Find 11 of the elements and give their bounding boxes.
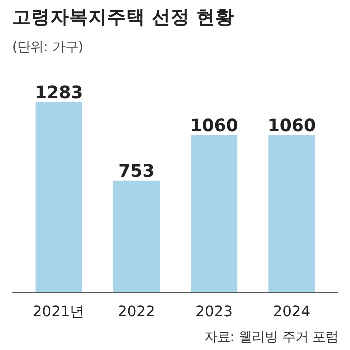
data-label: 753 <box>118 162 155 182</box>
data-label: 1060 <box>190 116 238 136</box>
x-tick-label: 2022 <box>118 304 156 320</box>
data-label: 1060 <box>268 116 316 136</box>
text: 자료: 웰리빙 주거 포럼 <box>204 330 339 346</box>
data-label: 1283 <box>34 83 84 104</box>
chart-subtitle: (단위: 가구) <box>12 40 84 56</box>
x-tick-label: 2021년 <box>32 304 86 320</box>
chart-title: 고령자복지주택 선정 현황 <box>12 8 234 28</box>
x-tick-label: 2024 <box>273 304 311 320</box>
x-tick-label: 2023 <box>196 304 233 320</box>
